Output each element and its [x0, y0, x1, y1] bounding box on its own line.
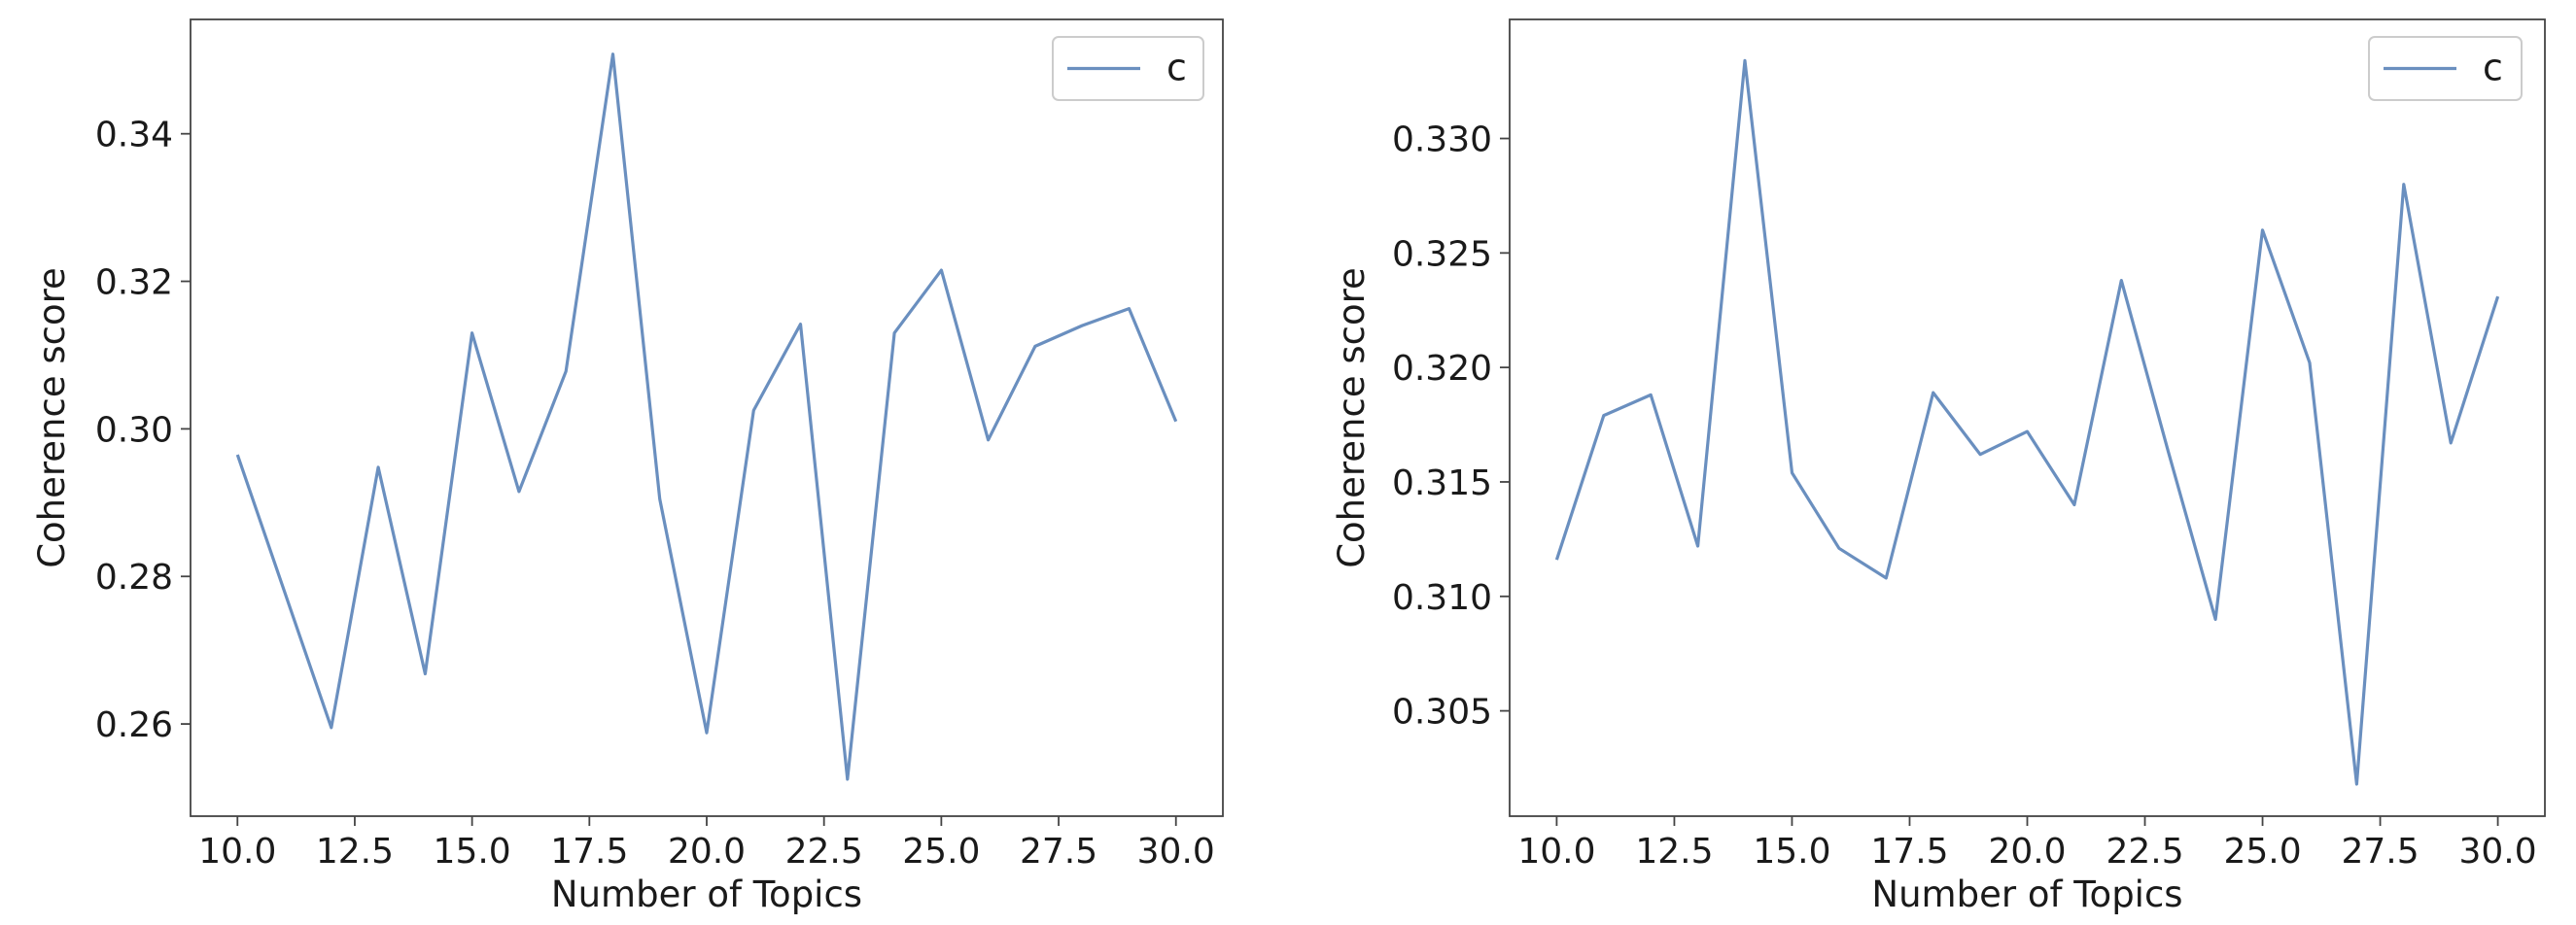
x-tick-label: 17.5: [1870, 832, 1948, 872]
series-line-c: [235, 52, 1178, 781]
x-tick-label: 22.5: [785, 832, 863, 872]
chart-panel-2: 10.0 12.5 15.0 17.5 20.0 22.5 25.0 27.5 30.0 0.30…: [1331, 18, 2546, 915]
x-tick-label: 27.5: [1020, 832, 1097, 872]
y-tick-label: 0.330: [1392, 120, 1492, 160]
x-tick-label: 20.0: [668, 832, 746, 872]
y-tick-label: 0.32: [95, 263, 173, 303]
legend: c: [1052, 36, 1204, 101]
legend: c: [2368, 36, 2523, 101]
y-tick-label: 0.315: [1392, 463, 1492, 503]
x-tick-label: 15.0: [1753, 832, 1830, 872]
y-tick-label: 0.325: [1392, 234, 1492, 274]
plot-frame: [1509, 18, 2546, 817]
x-tick-label: 25.0: [902, 832, 980, 872]
x-tick-label: 10.0: [198, 832, 276, 872]
x-tick-label: 30.0: [2459, 832, 2537, 872]
x-tick-label: 17.5: [550, 832, 628, 872]
y-axis-label: Coherence score: [31, 267, 73, 568]
x-tick-label: 10.0: [1517, 832, 1595, 872]
chart-panel-1: 10.0 12.5 15.0 17.5 20.0 22.5 25.0 27.5 30.0 0.26…: [31, 18, 1224, 915]
y-tick-label: 0.26: [95, 705, 173, 745]
legend-label: c: [2483, 47, 2503, 89]
legend-label: c: [1166, 47, 1187, 89]
x-axis-label: Number of Topics: [1871, 874, 2182, 915]
x-tick-label: 22.5: [2106, 832, 2183, 872]
x-tick-label: 30.0: [1137, 832, 1215, 872]
x-tick-label: 12.5: [316, 832, 394, 872]
x-tick-label: 20.0: [1988, 832, 2066, 872]
y-tick-label: 0.310: [1392, 578, 1492, 618]
x-tick-label: 25.0: [2223, 832, 2301, 872]
y-tick-label: 0.30: [95, 410, 173, 450]
y-axis-label: Coherence score: [1331, 267, 1373, 568]
y-tick-label: 0.305: [1392, 693, 1492, 733]
x-tick-label: 27.5: [2341, 832, 2419, 872]
series-line-c: [1554, 58, 2500, 786]
x-tick-label: 12.5: [1635, 832, 1713, 872]
y-tick-label: 0.34: [95, 116, 173, 155]
y-tick-label: 0.320: [1392, 349, 1492, 389]
x-axis-label: Number of Topics: [551, 874, 862, 915]
y-tick-label: 0.28: [95, 558, 173, 598]
plot-frame: [190, 18, 1224, 817]
x-tick-label: 15.0: [434, 832, 511, 872]
